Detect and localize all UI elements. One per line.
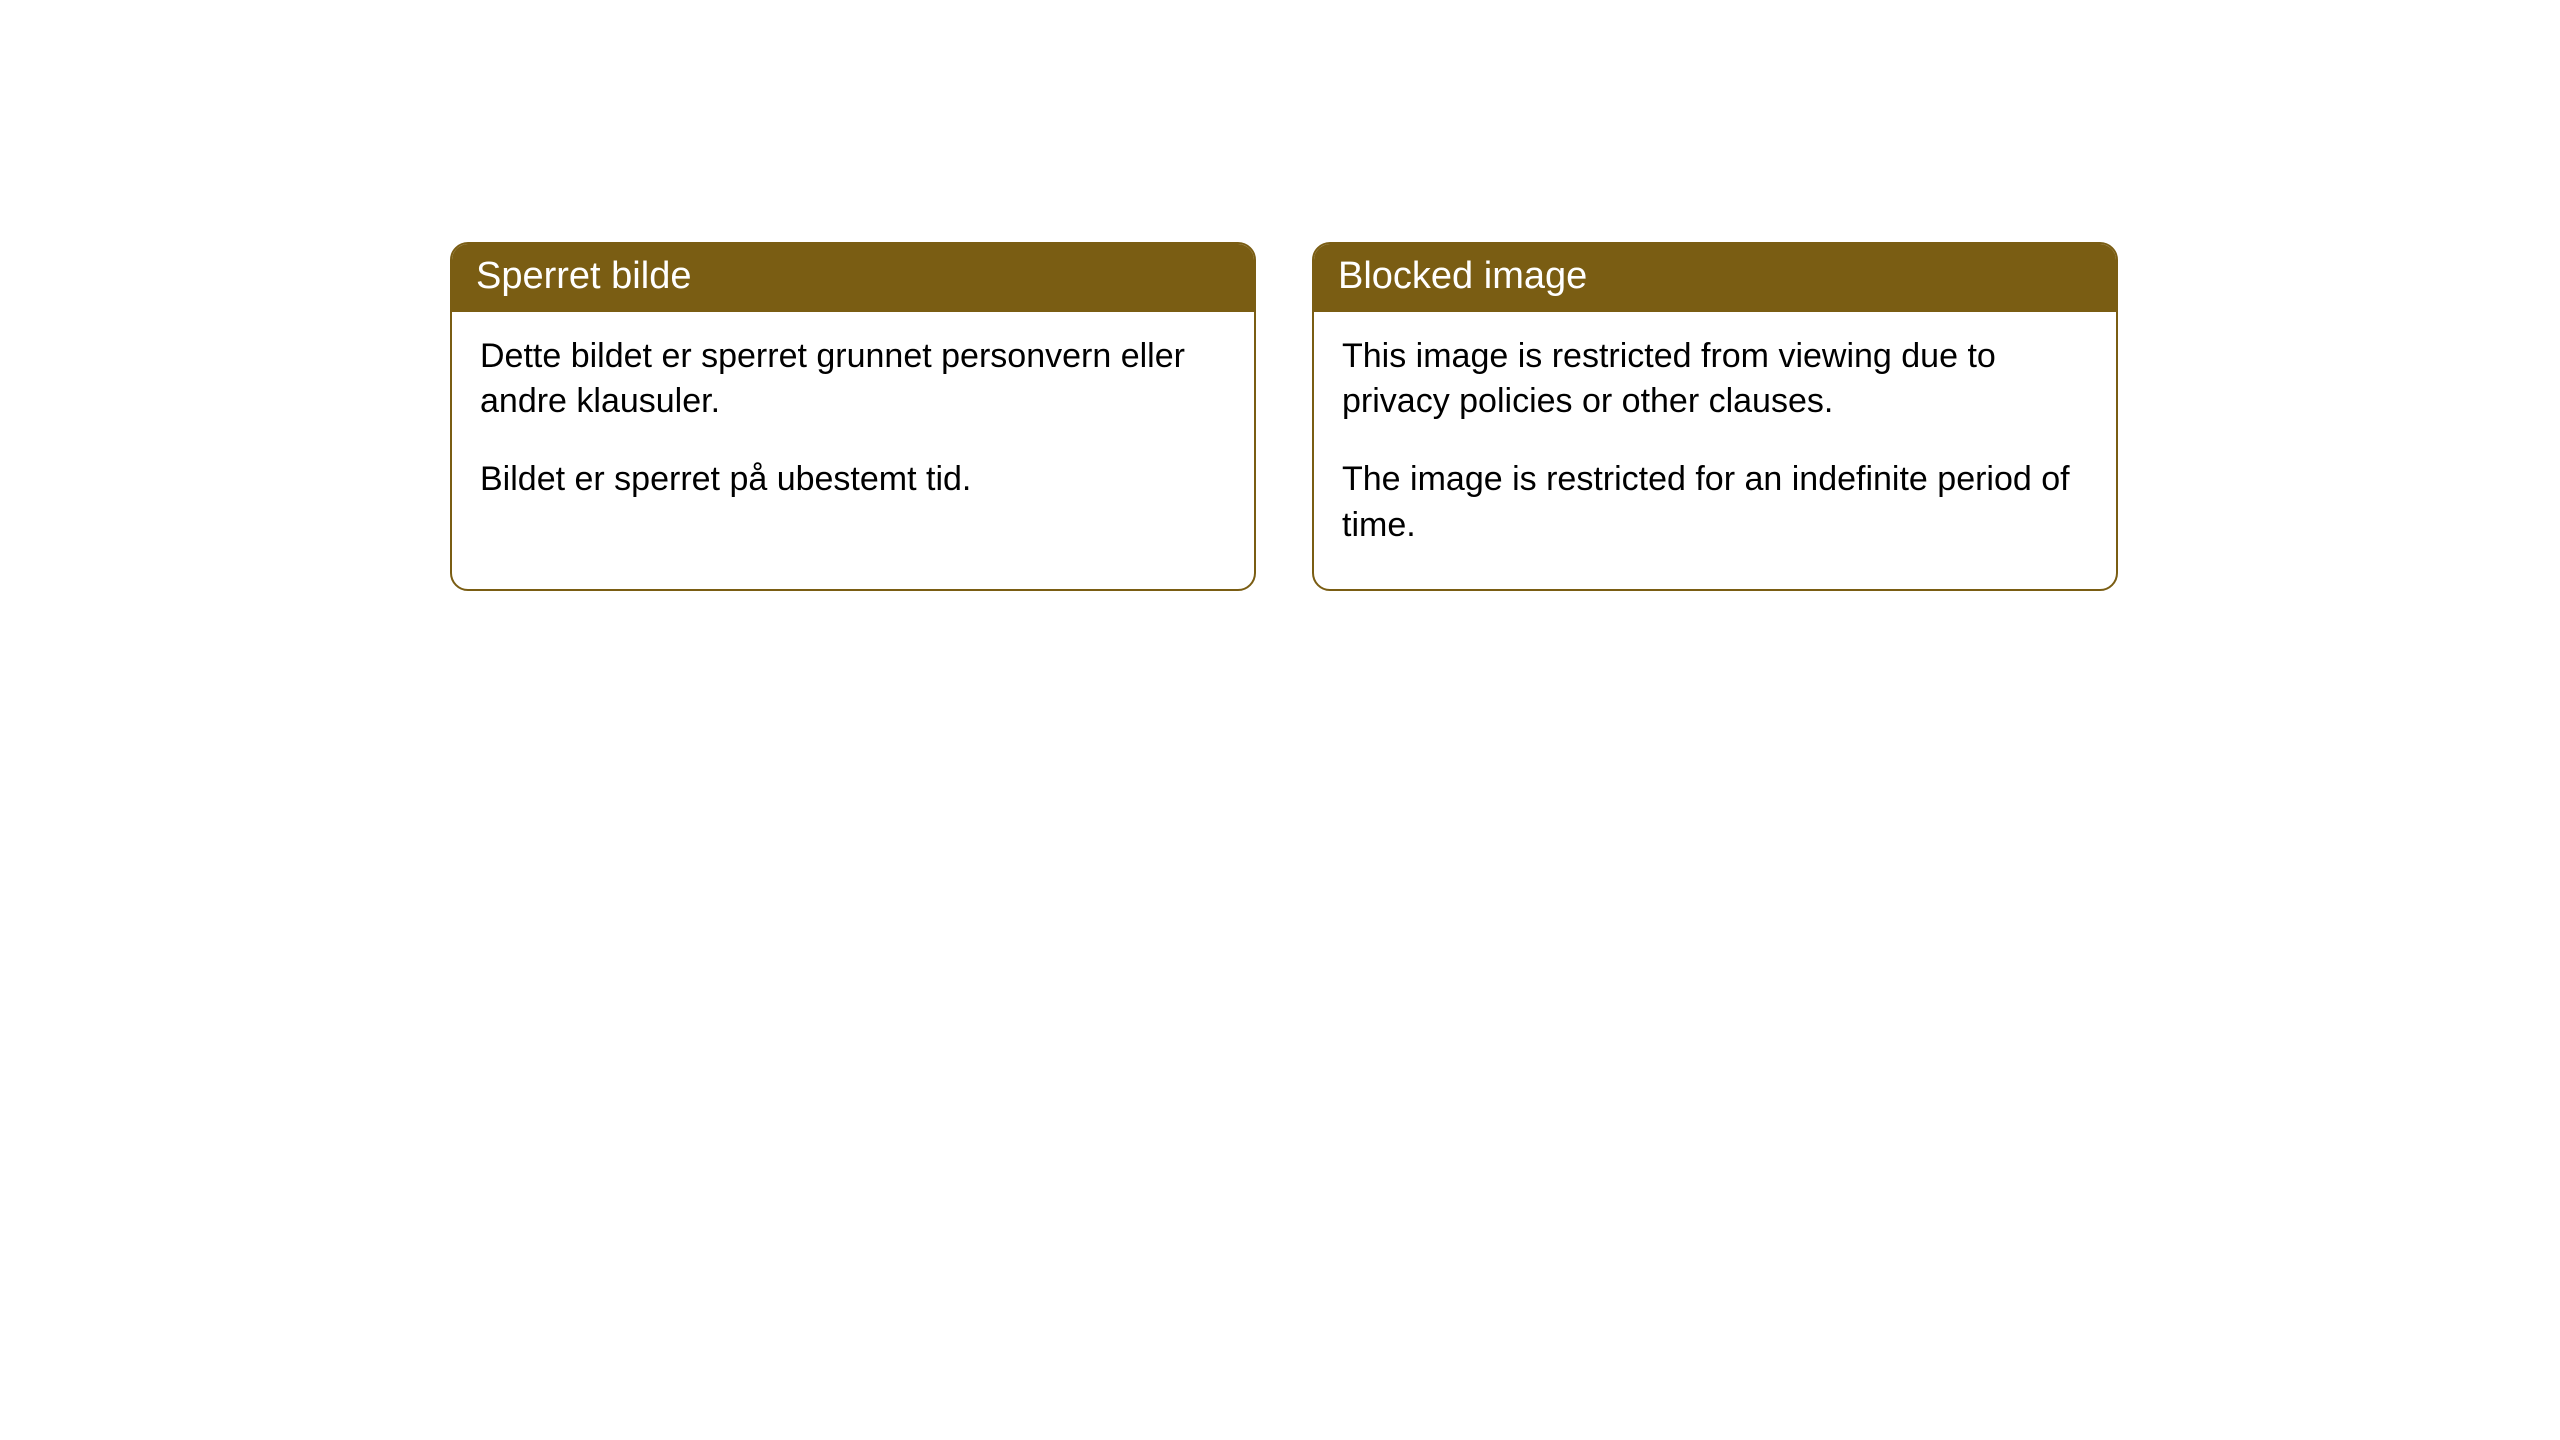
card-body-en: This image is restricted from viewing du… (1314, 312, 2116, 590)
notice-container: Sperret bilde Dette bildet er sperret gr… (0, 0, 2560, 591)
blocked-image-card-no: Sperret bilde Dette bildet er sperret gr… (450, 242, 1256, 591)
card-title-en: Blocked image (1314, 244, 2116, 312)
blocked-image-card-en: Blocked image This image is restricted f… (1312, 242, 2118, 591)
card-title-no: Sperret bilde (452, 244, 1254, 312)
card-paragraph-2-en: The image is restricted for an indefinit… (1342, 457, 2088, 549)
card-paragraph-1-no: Dette bildet er sperret grunnet personve… (480, 334, 1226, 426)
card-paragraph-1-en: This image is restricted from viewing du… (1342, 334, 2088, 426)
card-paragraph-2-no: Bildet er sperret på ubestemt tid. (480, 457, 1226, 503)
card-body-no: Dette bildet er sperret grunnet personve… (452, 312, 1254, 544)
